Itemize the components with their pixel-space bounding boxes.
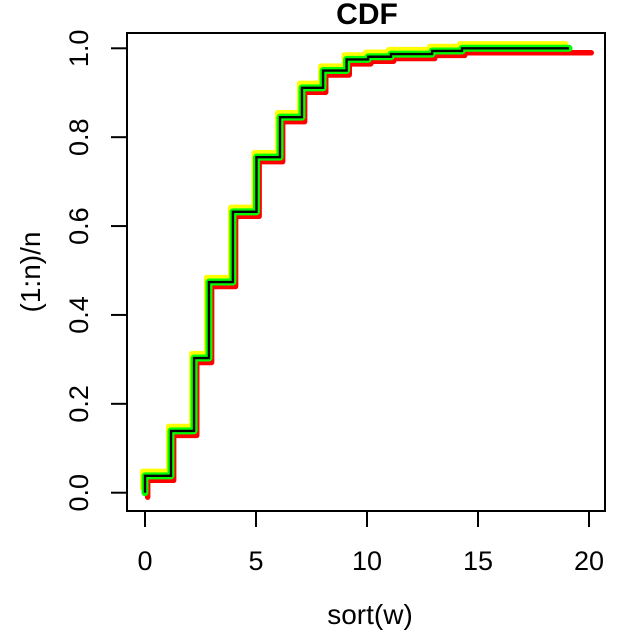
y-tick-label: 0.2 [64,385,94,423]
x-tick-label: 0 [137,546,152,576]
y-tick-label: 0.6 [64,207,94,245]
series-black-step-line [143,47,570,493]
series-green-step-line [141,44,573,497]
plot-box-border [126,32,606,512]
y-axis-ticks: 0.0 0.2 0.4 0.6 0.8 1.0 [64,30,127,512]
y-tick-label: 0.8 [64,118,94,156]
cdf-step-curves [140,41,594,500]
y-axis-label: (1:n)/n [15,232,46,313]
x-axis-label: sort(w) [327,599,413,630]
chart-title: CDF [336,0,398,31]
x-tick-label: 10 [352,546,382,576]
x-axis-ticks: 0 5 10 15 20 [137,511,604,576]
y-tick-label: 0.0 [64,474,94,512]
y-tick-label: 0.4 [64,296,94,334]
y-tick-label: 1.0 [64,30,94,68]
x-tick-label: 15 [463,546,493,576]
x-tick-label: 20 [574,546,604,576]
x-tick-label: 5 [248,546,263,576]
series-yellow-step-line [140,41,569,492]
